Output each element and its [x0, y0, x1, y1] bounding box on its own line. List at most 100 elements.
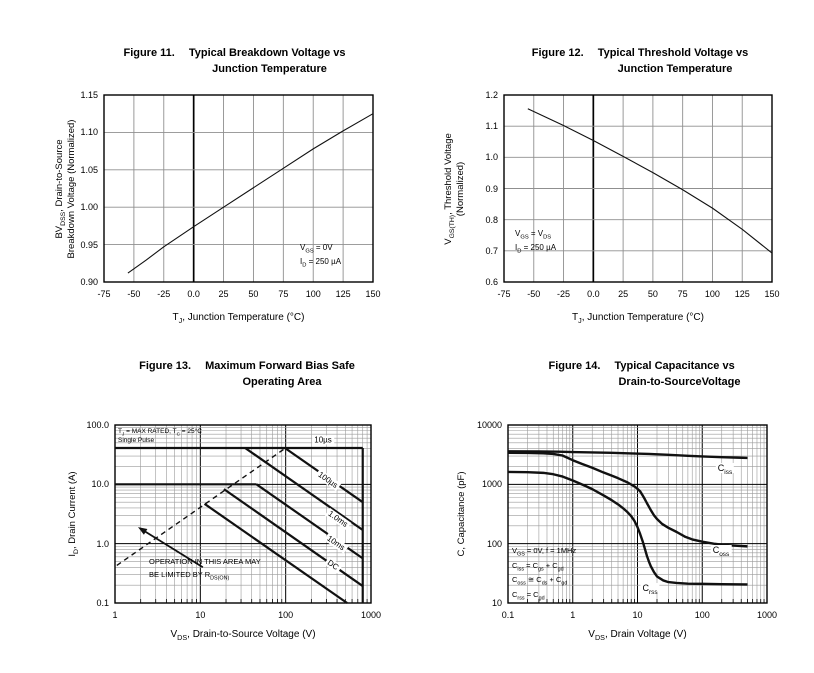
series-Crss: [507, 470, 748, 586]
x-tick-label: 25: [618, 289, 629, 299]
y-tick-label: 1.10: [80, 127, 98, 138]
x-tick-label: 10: [195, 610, 206, 620]
curve-label-10s: 10µs: [312, 435, 334, 445]
figure-12-title: Figure 12. Typical Threshold Voltage vs J…: [532, 45, 749, 77]
series-curves: [507, 450, 748, 586]
series-soa-dc: [203, 502, 348, 604]
x-axis-label: VDS, Drain-to-Source Voltage (V): [170, 629, 316, 642]
y-tick-label: 1.1: [485, 121, 498, 132]
x-tick-label: 0.1: [501, 610, 515, 620]
x-tick-label: 1000: [360, 610, 382, 620]
plot-border: [507, 424, 768, 604]
x-tick-label: 100: [694, 610, 710, 620]
series-curves: [127, 113, 374, 274]
x-tick-label: 1: [570, 610, 576, 620]
y-tick-label: 10000: [476, 420, 502, 430]
y-tick-label: 1.0: [96, 538, 109, 549]
series-rdson-limit-line: [116, 447, 287, 566]
x-tick-label: -50: [127, 289, 141, 299]
x-tick-label: -25: [157, 289, 171, 299]
x-tick-label: 50: [647, 289, 658, 299]
figure-13-title-line2: Operating Area: [242, 376, 322, 388]
y-tick-label: 100.0: [86, 420, 109, 430]
figure-13-title-line1: Figure 13. Maximum Forward Bias Safe: [139, 358, 355, 374]
x-tick-label: -75: [497, 289, 511, 299]
x-tick-label: 50: [248, 289, 259, 299]
x-tick-label: 1: [112, 610, 118, 620]
x-tick-label: 100: [305, 289, 321, 299]
plot-border: [114, 424, 372, 604]
y-axis-label: C, Capacitance (pF): [456, 471, 467, 557]
y-axis-label: BVDSS, Drain-to-Source Breakdown Voltage …: [54, 119, 77, 258]
figure-12-title-line2: Junction Temperature: [617, 63, 733, 75]
x-tick-label: 0.0: [587, 289, 600, 299]
y-tick-label: 0.90: [80, 277, 98, 287]
y-tick-label: 0.9: [485, 183, 498, 194]
x-tick-label: 0.0: [187, 289, 200, 299]
y-tick-label: 1.0: [485, 152, 498, 163]
y-tick-label: 0.8: [485, 214, 498, 225]
figure-11-plot-svg: [103, 94, 374, 283]
series-curves: [527, 108, 773, 254]
figure-13-title: Figure 13. Maximum Forward Bias Safe Oper…: [139, 358, 355, 390]
y-tick-label: 1.15: [80, 90, 98, 100]
figure-title-text: Typical Breakdown Voltage vs: [188, 47, 346, 59]
y-axis-label: ID, Drain Current (A): [67, 471, 80, 557]
x-axis-label: VDS, Drain Voltage (V): [588, 629, 687, 642]
y-tick-label: 10: [491, 598, 502, 608]
x-axis-label: TJ, Junction Temperature (°C): [572, 312, 704, 325]
x-tick-label: -25: [557, 289, 571, 299]
x-tick-label: 150: [365, 289, 381, 299]
x-tick-label: 125: [335, 289, 351, 299]
figure-14-title-line1: Figure 14. Typical Capacitance vs: [548, 358, 740, 374]
x-tick-label: -75: [97, 289, 111, 299]
curve-label-coss: Coss: [710, 545, 732, 558]
plot-border: [503, 94, 773, 283]
series-breakdown-voltage-normalized: [127, 113, 374, 274]
figure-14-plot-svg: [507, 424, 768, 604]
figure-label: Figure 13.: [139, 360, 192, 372]
figure-title-text: Typical Capacitance vs: [614, 360, 735, 372]
figure-11-title: Figure 11. Typical Breakdown Voltage vs J…: [123, 45, 345, 77]
figure-label: Figure 12.: [531, 47, 584, 59]
x-tick-label: 150: [764, 289, 780, 299]
x-tick-label: 10: [632, 610, 643, 620]
x-tick-label: 1000: [756, 610, 778, 620]
x-tick-label: 25: [218, 289, 229, 299]
series-Ciss: [507, 450, 748, 460]
y-tick-label: 1.05: [80, 164, 98, 175]
arrow-head: [138, 527, 148, 535]
figure-11-title-line2: Junction Temperature: [212, 63, 327, 75]
x-tick-label: 100: [704, 289, 720, 299]
y-tick-label: 0.1: [96, 598, 109, 608]
figure-14-annotation-1: VGS = 0V, f = 1MHz Ciss = Cgs + Cgd Coss ≅…: [512, 546, 577, 601]
series-Coss: [507, 451, 748, 548]
series-threshold-voltage-normalized: [527, 108, 773, 254]
plot-border: [103, 94, 374, 283]
x-tick-label: 100: [278, 610, 294, 620]
figure-12-annotation-1: VGS = VDS ID = 250 µA: [515, 229, 557, 255]
figure-14: Figure 14. Typical Capacitance vs Drain-t…: [420, 352, 800, 664]
x-tick-label: -50: [527, 289, 541, 299]
figure-14-title: Figure 14. Typical Capacitance vs Drain-t…: [548, 358, 740, 390]
figure-13-annotation-1: TJ = MAX RATED, TC = 25°C Single Pulse: [118, 428, 202, 444]
figure-12: Figure 12. Typical Threshold Voltage vs J…: [420, 40, 792, 340]
figure-label: Figure 11.: [123, 47, 175, 59]
y-tick-label: 0.6: [485, 277, 498, 287]
x-tick-label: 125: [734, 289, 750, 299]
figure-14-title-line2: Drain-to-SourceVoltage: [618, 376, 741, 388]
series-soa-10ms: [223, 488, 364, 587]
figure-title-text: Typical Threshold Voltage vs: [597, 47, 749, 59]
curve-label-crss: Crss: [640, 583, 660, 596]
figure-11: Figure 11. Typical Breakdown Voltage vs J…: [30, 40, 390, 340]
x-axis-label: TJ, Junction Temperature (°C): [172, 312, 305, 325]
y-tick-label: 0.95: [80, 239, 98, 250]
y-tick-label: 1.2: [485, 90, 498, 100]
figure-label: Figure 14.: [548, 360, 601, 372]
figure-12-plot-svg: [503, 94, 773, 283]
grid-lines: [508, 425, 767, 603]
y-tick-label: 0.7: [485, 245, 498, 256]
figure-title-text: Maximum Forward Bias Safe: [205, 360, 355, 372]
figure-13: Figure 13. Maximum Forward Bias Safe Oper…: [30, 352, 400, 664]
